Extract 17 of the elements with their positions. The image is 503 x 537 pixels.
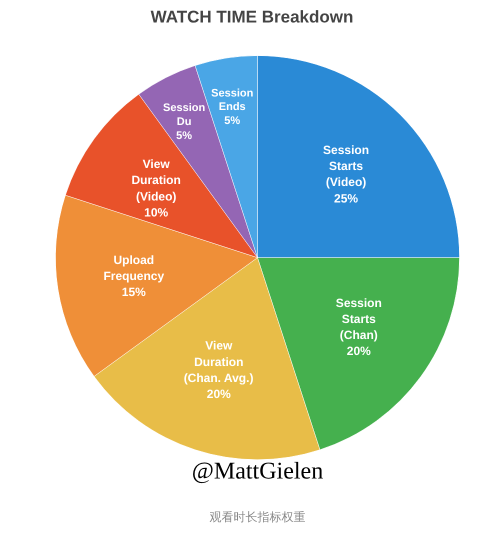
slice-label: View Duration (Chan. Avg.) [184, 338, 254, 385]
slice-label: View Duration (Video) [132, 157, 181, 204]
slice-label: Session Starts (Chan) [336, 296, 382, 342]
slice-label: Session Ends [211, 87, 254, 114]
data-label: 15% [122, 285, 146, 300]
data-label: 25% [334, 191, 358, 206]
data-label: 5% [224, 115, 240, 128]
slice-label: Session Starts (Video) [323, 143, 370, 190]
data-label: 20% [346, 344, 372, 358]
text: @MattGielen [192, 458, 324, 485]
data-label: 20% [206, 387, 232, 402]
data-label: 10% [144, 205, 169, 220]
slice-label: Upload Frequency [103, 253, 164, 284]
chart-title: WATCH TIME Breakdown [150, 8, 354, 26]
slice-label: Session Du [163, 102, 206, 128]
text: 观看时长指标权重 [210, 510, 306, 524]
data-label: 5% [176, 130, 192, 142]
